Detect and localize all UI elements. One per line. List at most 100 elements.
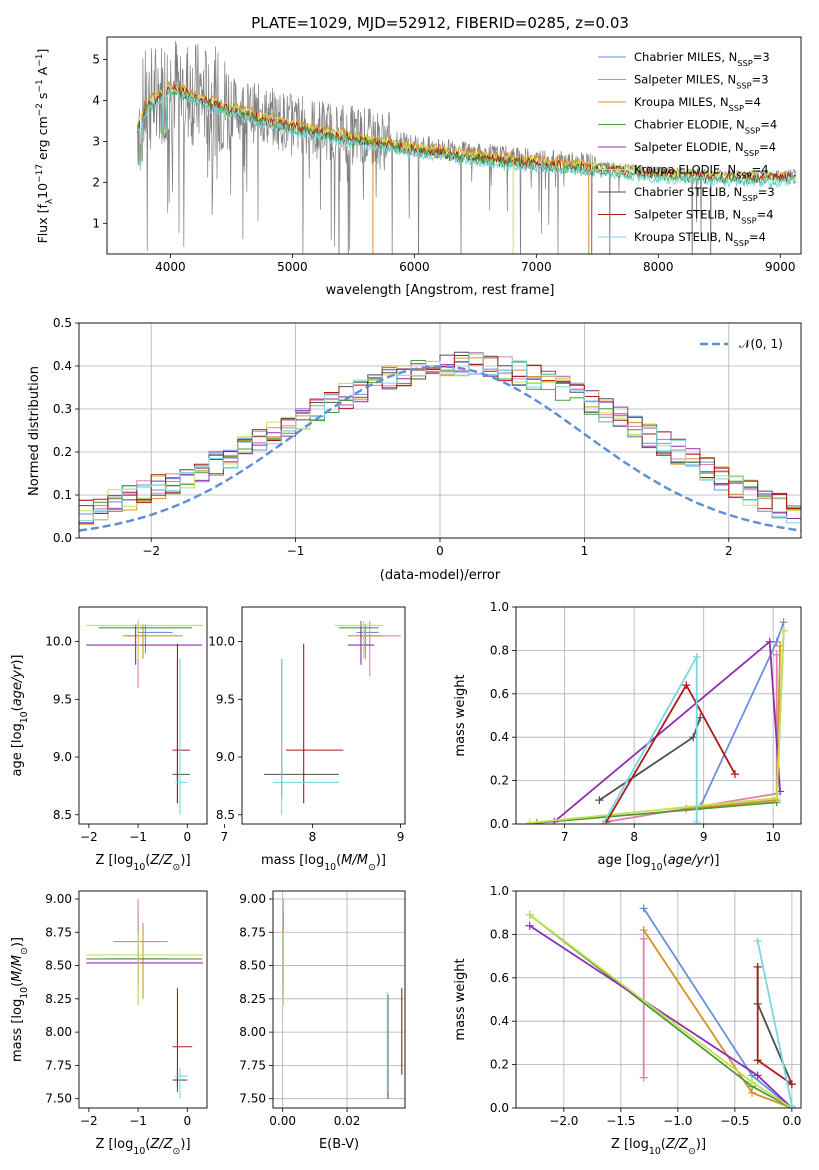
y-tick-label: 9.00 (239, 892, 266, 906)
legend-entry: Chabrier MILES, NSSP=3 (634, 50, 770, 68)
spectrum-y-label: Flux [fλ10−17 erg cm−2 s−1 A−1] (35, 49, 55, 244)
x-tick-label: 8000 (643, 260, 674, 274)
weight-line (756, 940, 793, 1106)
y-tick-label: 9.00 (45, 892, 72, 906)
legend-entry: Chabrier STELIB, NSSP=3 (634, 185, 775, 203)
weight-marker (525, 910, 534, 919)
y-tick-label: 9.5 (216, 692, 235, 706)
x-tick-label: −2 (80, 1114, 98, 1128)
y-tick-label: 8.25 (239, 992, 266, 1006)
y-tick-label: 8.75 (239, 925, 266, 939)
y-tick-label: 0.0 (490, 817, 509, 831)
weight-marker (765, 637, 774, 646)
y-tick-label: 0.0 (490, 1101, 509, 1115)
x-tick-label: 7000 (521, 260, 552, 274)
x-tick-label: 4000 (155, 260, 186, 274)
weight-marker (772, 793, 781, 802)
legend-entry: Kroupa MILES, NSSP=4 (634, 95, 761, 113)
x-tick-label: 9 (700, 830, 708, 844)
x-tick-label: 2 (725, 544, 733, 558)
y-tick-label: 7.75 (239, 1058, 266, 1072)
plot-area (264, 620, 401, 815)
legend-entry: Salpeter MILES, NSSP=3 (634, 73, 769, 91)
y-tick-label: 8.00 (239, 1025, 266, 1039)
weight-marker (525, 818, 534, 824)
y-tick-label: 0.1 (53, 488, 72, 502)
weight-marker (639, 934, 648, 943)
axes-frame (78, 606, 208, 825)
mass-vs-metallicity-panel: −2 −1 0 7.50 7.75 8.00 8.25 8.50 8.75 9.00 Z [log1… (10, 890, 208, 1157)
y-tick-label: 0.5 (53, 316, 72, 330)
x-tick-label: −2.0 (549, 1114, 578, 1128)
weight-marker (753, 936, 762, 945)
y-tick-label: 10.0 (208, 635, 235, 649)
x-tick-label: −2 (80, 830, 98, 844)
plot-area (79, 351, 801, 532)
weight-marker (753, 962, 762, 971)
y-tick-label: 4 (92, 93, 100, 107)
plot-area (525, 904, 796, 1108)
x-axis-label: Z [log10(Z/Z⊙)] (95, 1137, 190, 1157)
weight-marker (779, 626, 788, 635)
y-tick-label: 7.75 (45, 1058, 72, 1072)
mass-vs-ebv-panel: 0.00 0.02 7.50 7.75 8.00 8.25 8.50 8.75 9.00 E(B-… (239, 890, 406, 1152)
model-spectrum (137, 87, 797, 187)
y-tick-label: 0.6 (490, 971, 509, 985)
plot-area (86, 620, 204, 815)
plot-area (525, 618, 788, 824)
y-tick-label: 8.5 (53, 808, 72, 822)
legend-entry: 𝒩(0, 1) (739, 337, 783, 351)
legend-entry: Kroupa STELIB, NSSP=4 (634, 230, 766, 248)
weight-marker (692, 652, 701, 661)
axes-frame (241, 606, 406, 825)
x-tick-label: 0.0 (782, 1114, 801, 1128)
y-axis-label: mass [log10(M/M⊙)] (10, 937, 30, 1062)
weight-line (602, 653, 698, 824)
weight-marker (682, 804, 691, 813)
weight-marker (595, 796, 604, 805)
x-tick-label: 8 (630, 830, 638, 844)
x-tick-label: 0.00 (269, 1114, 296, 1128)
weight-marker (639, 904, 648, 913)
weight-line (598, 717, 702, 801)
plot-area (282, 898, 403, 1099)
weight-line (553, 639, 781, 823)
legend-entry: Kroupa ELODIE, NSSP=4 (634, 163, 769, 181)
y-tick-label: 2 (92, 175, 100, 189)
axes-frame (78, 322, 802, 539)
x-tick-label: 1 (581, 544, 589, 558)
x-axis-label: Z [log10(Z/Z⊙)] (95, 853, 190, 873)
y-tick-label: 3 (92, 134, 100, 148)
y-tick-label: 0.2 (53, 445, 72, 459)
weight-line (605, 683, 736, 823)
x-tick-label: 0 (183, 1114, 191, 1128)
y-tick-label: 8.75 (45, 925, 72, 939)
spectrum-panel: 4000 5000 6000 7000 8000 9000 1 2 3 4 5 wavelength … (35, 36, 802, 298)
y-tick-label: 9.5 (53, 692, 72, 706)
y-tick-label: 0.8 (490, 643, 509, 657)
x-tick-label: 8 (309, 830, 317, 844)
weight-marker (753, 1056, 762, 1065)
legend-entry: Chabrier ELODIE, NSSP=4 (634, 118, 777, 136)
axes-frame (515, 890, 802, 1109)
y-axis-label: age [log10(age/yr)] (10, 654, 30, 776)
weight-marker (692, 817, 701, 824)
gaussian-curve (79, 365, 801, 532)
weight-marker (753, 1071, 762, 1080)
x-tick-label: 6000 (399, 260, 430, 274)
weight-marker (639, 926, 648, 935)
weight-marker (682, 681, 691, 690)
histogram-series (79, 355, 801, 525)
y-tick-label: 0.6 (490, 687, 509, 701)
y-tick-label: 0.8 (490, 927, 509, 941)
age-vs-metallicity-panel: −2 −1 0 8.5 9.0 9.5 10.0 Z [log10(Z/Z⊙)] age [lo… (10, 606, 208, 873)
x-tick-label: 0 (183, 830, 191, 844)
mass-weight-vs-metallicity-panel: −2.0 −1.5 −1.0 −0.5 0.0 0.0 0.2 0.4 0.6 0.8 1.0 Z [… (453, 884, 802, 1157)
y-axis-label: mass weight (453, 674, 468, 756)
y-tick-label: 7.50 (239, 1092, 266, 1106)
plot-area (86, 898, 204, 1099)
x-axis-label: E(B-V) (319, 1137, 359, 1152)
x-tick-label: −1 (129, 1114, 147, 1128)
x-tick-label: 0.02 (334, 1114, 361, 1128)
x-tick-label: −1.0 (663, 1114, 692, 1128)
